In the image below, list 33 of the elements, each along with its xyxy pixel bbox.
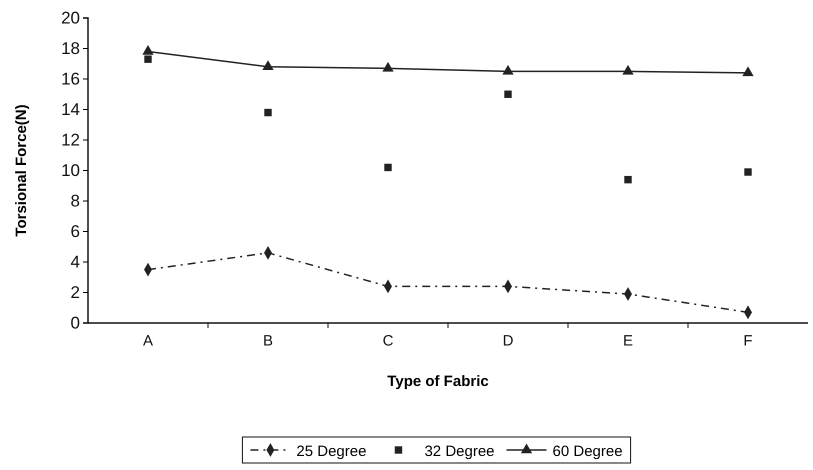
y-axis-title: Torsional Force(N) <box>13 104 30 237</box>
point <box>624 176 632 184</box>
point <box>742 66 754 76</box>
point <box>382 62 394 72</box>
y-tick-label: 10 <box>61 160 80 180</box>
y-tick-label: 16 <box>61 69 80 88</box>
point <box>502 64 514 75</box>
y-tick-label: 12 <box>61 130 80 150</box>
y-tick-label: 4 <box>70 252 80 272</box>
y-tick-label: 0 <box>70 313 80 332</box>
point <box>142 45 154 55</box>
x-tick-label: F <box>743 332 753 350</box>
legend-label: 32 Degree <box>424 443 495 460</box>
y-tick-label: 20 <box>61 8 80 28</box>
point <box>622 64 634 75</box>
point <box>262 60 274 70</box>
x-tick-label: E <box>622 332 634 350</box>
point <box>384 164 392 172</box>
y-tick-label: 2 <box>70 282 80 302</box>
legend-label: 25 Degree <box>296 443 366 460</box>
y-tick-label: 14 <box>61 100 80 119</box>
point <box>144 55 152 63</box>
legend-label: 60 Degree <box>552 443 623 460</box>
y-tick-label: 6 <box>70 222 80 241</box>
point <box>264 108 272 116</box>
y-tick-label: 18 <box>61 38 80 58</box>
x-tick-label: A <box>142 332 154 350</box>
x-tick-label: B <box>262 332 274 350</box>
x-tick-label: D <box>502 332 514 350</box>
point <box>504 90 512 98</box>
x-axis-title: Type of Fabric <box>387 373 489 390</box>
y-tick-label: 8 <box>70 191 80 210</box>
x-tick-label: C <box>382 332 394 350</box>
